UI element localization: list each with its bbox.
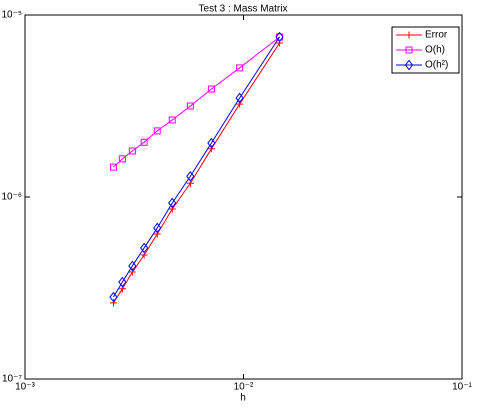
series-line — [113, 36, 280, 298]
marker — [276, 39, 284, 47]
marker — [186, 170, 195, 182]
marker — [168, 197, 177, 209]
series-line — [113, 42, 280, 304]
x-axis-label: h — [240, 393, 246, 404]
marker — [128, 260, 137, 272]
legend-label: O(h) — [425, 45, 445, 56]
marker — [118, 155, 126, 163]
x-tick-label: 10⁻³ — [15, 382, 35, 393]
marker — [140, 138, 148, 146]
legend-label: Error — [425, 30, 448, 41]
marker — [128, 147, 136, 155]
marker — [153, 127, 161, 135]
marker — [207, 145, 215, 153]
chart-title: Test 3 : Mass Matrix — [199, 4, 288, 15]
x-tick-label: 10⁻¹ — [452, 382, 472, 393]
marker — [109, 291, 118, 303]
marker — [153, 222, 162, 234]
x-tick-label: 10⁻² — [234, 382, 254, 393]
marker — [186, 102, 194, 110]
marker — [140, 242, 149, 254]
marker — [168, 116, 176, 124]
y-tick-label: 10⁻⁷ — [2, 374, 22, 385]
legend-marker — [405, 46, 413, 54]
marker — [275, 31, 284, 43]
series-line — [113, 36, 280, 168]
legend-label: O(h²) — [425, 60, 448, 71]
marker — [236, 64, 244, 72]
y-tick-label: 10⁻⁶ — [1, 192, 22, 203]
marker — [109, 299, 117, 307]
marker — [118, 276, 127, 288]
marker — [207, 137, 216, 149]
marker — [207, 85, 215, 93]
marker — [109, 163, 117, 171]
marker — [235, 92, 244, 104]
legend-marker — [405, 31, 413, 39]
legend-marker — [404, 59, 414, 71]
y-tick-label: 10⁻⁵ — [1, 10, 22, 21]
